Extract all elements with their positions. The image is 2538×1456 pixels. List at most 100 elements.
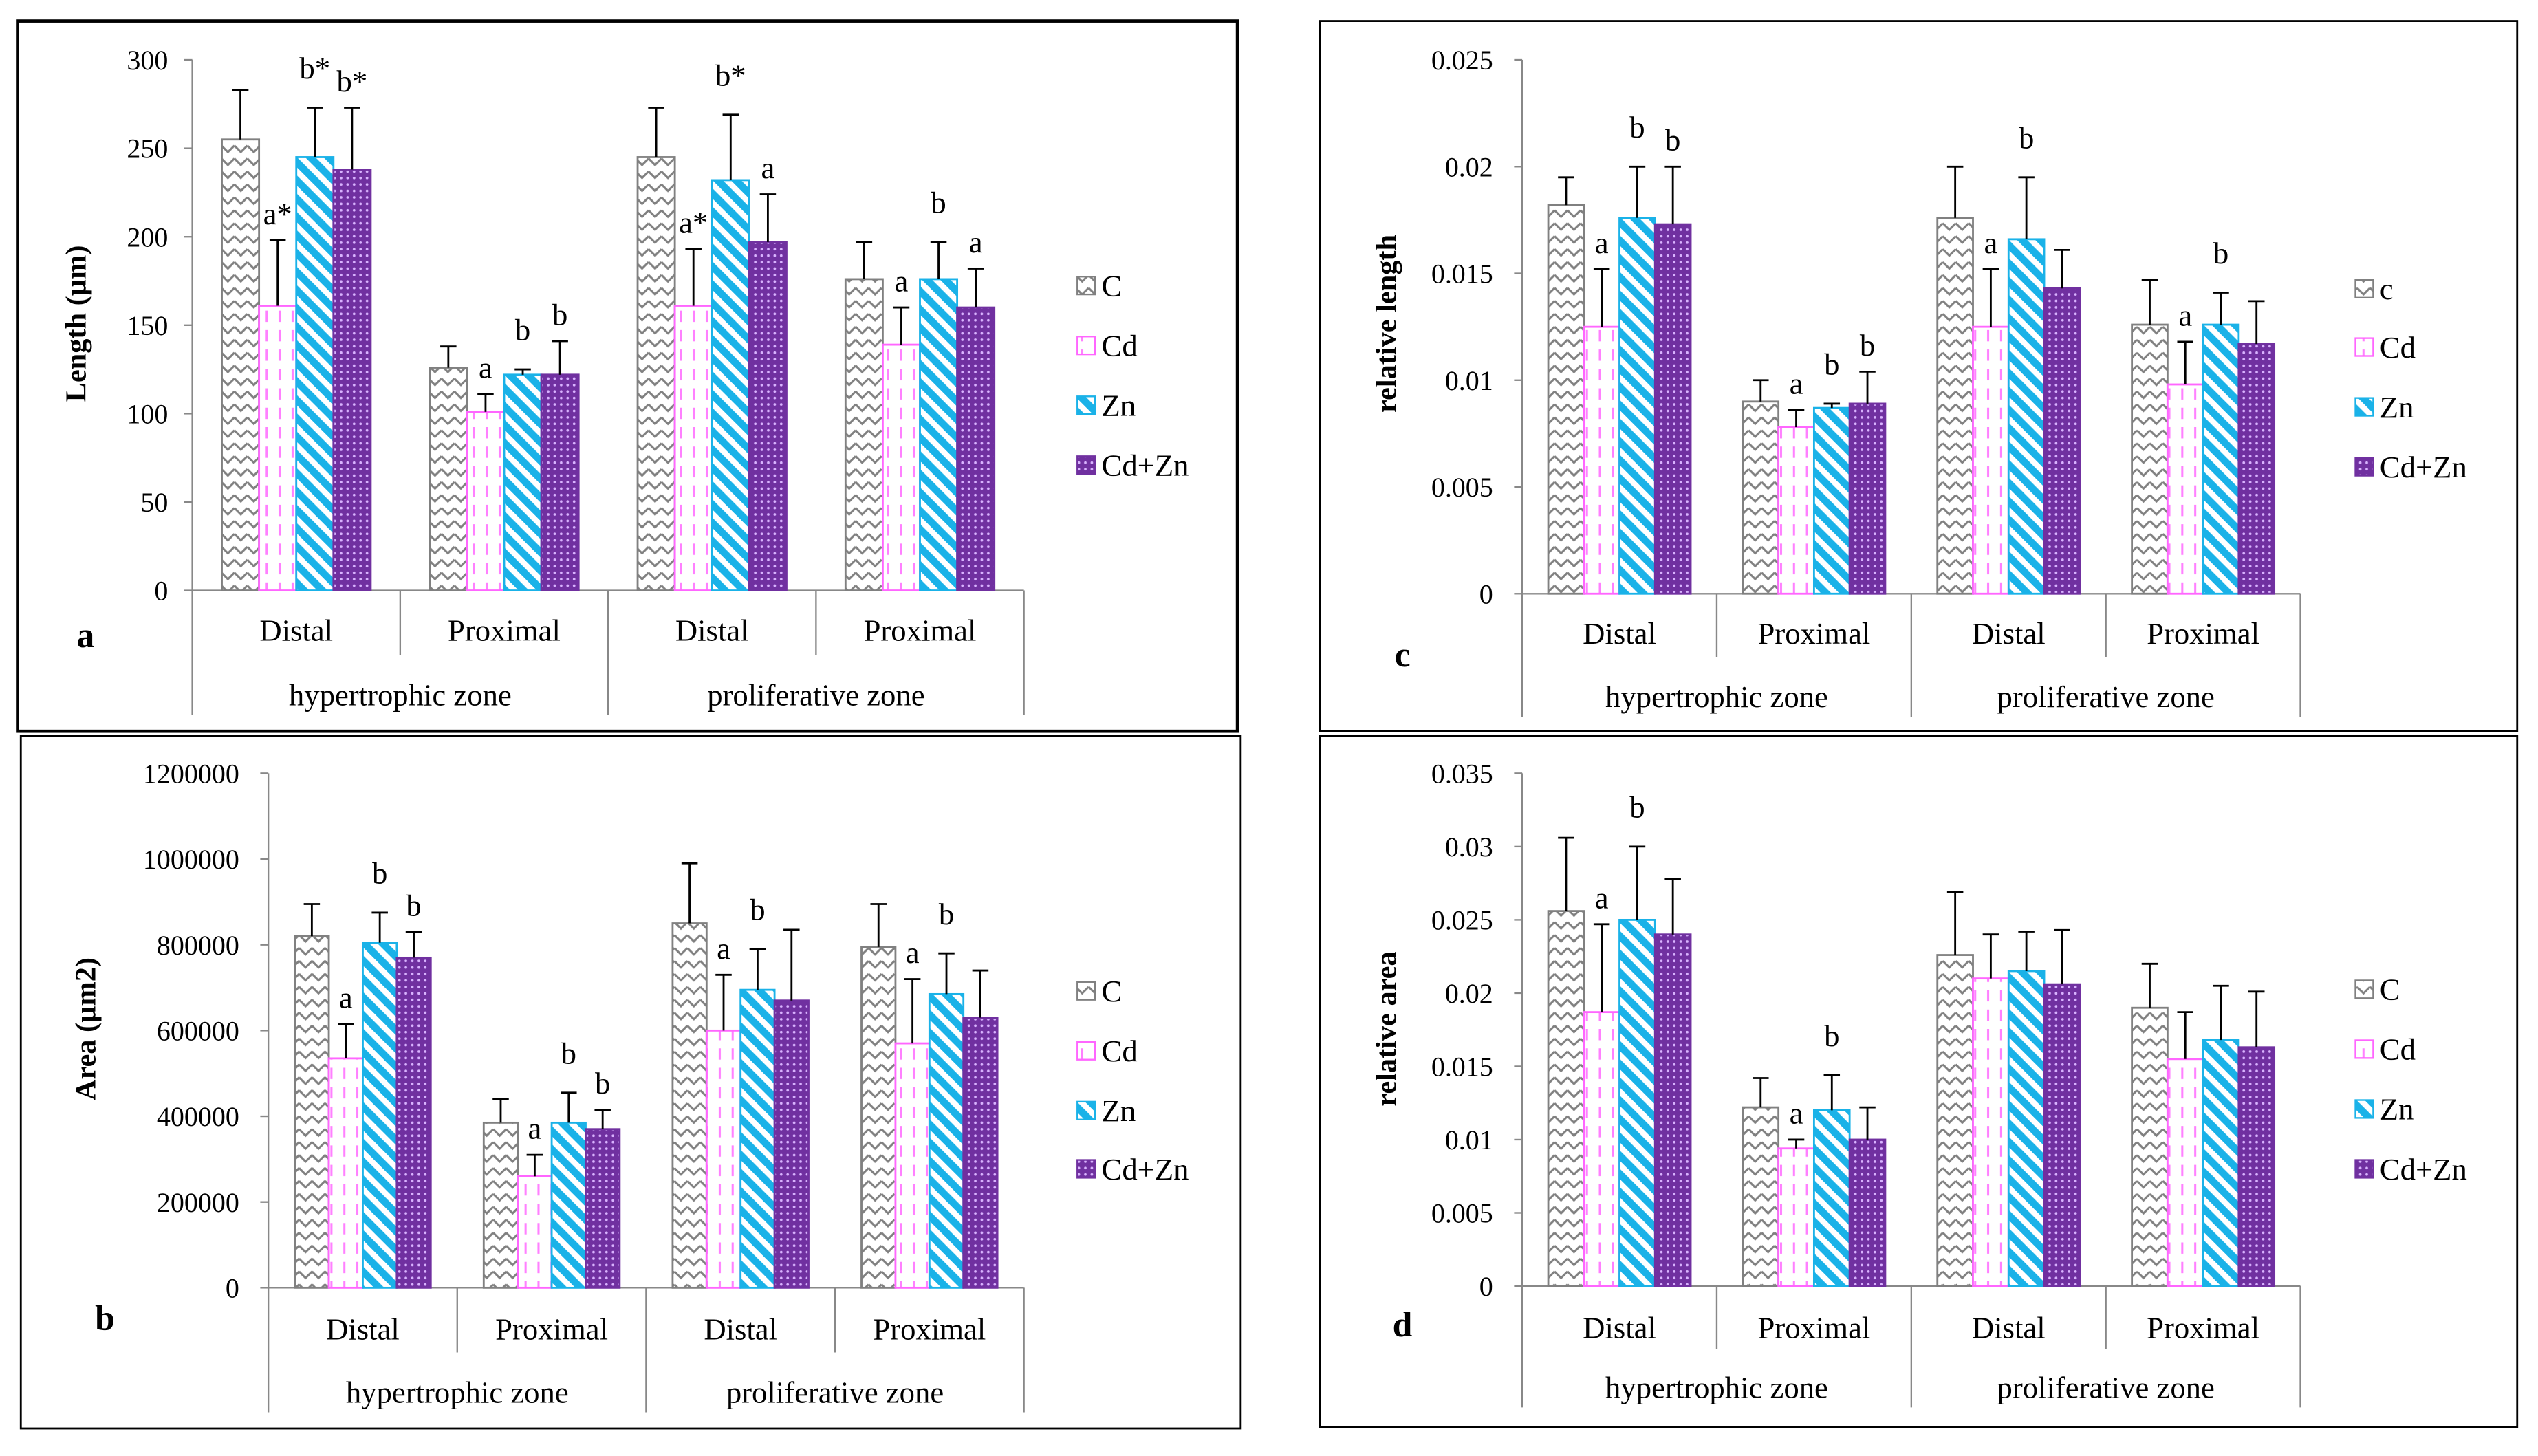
legend-label: C bbox=[2380, 973, 2400, 1007]
bar-cd-2 bbox=[705, 1029, 742, 1289]
legend-label: Cd bbox=[1102, 328, 1138, 362]
bar-cd+zn-2 bbox=[773, 999, 810, 1289]
significance-label: a bbox=[969, 225, 983, 259]
significance-label: a bbox=[479, 351, 492, 385]
bar-c-2 bbox=[1936, 217, 1974, 595]
bar-c-3 bbox=[844, 278, 884, 591]
bar-cd-1 bbox=[466, 411, 506, 591]
legend-swatch-0 bbox=[2354, 979, 2374, 999]
y-axis-label: relative area bbox=[1371, 951, 1403, 1106]
bar-cd+zn-0 bbox=[1653, 223, 1692, 595]
y-tick-label: 0 bbox=[1479, 578, 1493, 609]
category-label: Proximal bbox=[448, 613, 561, 647]
bar-c-2 bbox=[1936, 954, 1974, 1287]
bar-cd-3 bbox=[2166, 383, 2204, 595]
y-tick-label: 0.015 bbox=[1431, 1052, 1493, 1083]
bar-c-1 bbox=[482, 1121, 519, 1289]
bar-zn-2 bbox=[711, 179, 750, 591]
panel-label: d bbox=[1393, 1305, 1413, 1345]
bar-cd-2 bbox=[673, 305, 713, 591]
y-tick-label: 150 bbox=[127, 310, 168, 341]
bar-zn-2 bbox=[2007, 238, 2046, 595]
legend-label: Cd bbox=[2380, 330, 2416, 365]
bar-c-2 bbox=[636, 156, 676, 591]
category-label: Distal bbox=[1583, 1310, 1656, 1345]
panel-label: b bbox=[95, 1299, 115, 1338]
y-tick-label: 0 bbox=[226, 1272, 239, 1303]
y-tick-label: 0.02 bbox=[1445, 151, 1493, 182]
y-tick-label: 1200000 bbox=[143, 758, 239, 789]
bar-cd+zn-1 bbox=[585, 1128, 621, 1289]
zone-label: proliferative zone bbox=[726, 1375, 944, 1409]
legend-swatch-1 bbox=[2354, 337, 2374, 357]
zone-label: hypertrophic zone bbox=[289, 678, 512, 713]
y-tick-label: 0.025 bbox=[1431, 905, 1493, 936]
panel-border bbox=[19, 735, 1242, 1430]
legend-swatch-3 bbox=[2354, 1159, 2374, 1179]
bar-zn-1 bbox=[1812, 406, 1851, 595]
zone-label: hypertrophic zone bbox=[346, 1375, 569, 1409]
significance-label: b bbox=[561, 1036, 576, 1070]
significance-label: b bbox=[406, 888, 421, 922]
chart-panel-c: 0 0.005 0.01 0.015 0.02 0.025 relative length c… bbox=[1319, 20, 2519, 732]
bar-cd+zn-1 bbox=[1848, 402, 1887, 595]
significance-label: a bbox=[906, 935, 920, 970]
panel-border bbox=[1319, 735, 2519, 1428]
bar-cd+zn-2 bbox=[748, 241, 788, 591]
legend-swatch-1 bbox=[1076, 1041, 1096, 1061]
legend-swatch-1 bbox=[1076, 336, 1096, 356]
bar-cd+zn-3 bbox=[956, 306, 996, 591]
bar-c-3 bbox=[2131, 323, 2169, 595]
significance-label: a bbox=[761, 151, 774, 185]
y-tick-label: 0.035 bbox=[1431, 758, 1493, 789]
significance-label: a bbox=[1595, 880, 1609, 915]
bar-cd-1 bbox=[517, 1175, 553, 1289]
significance-label: a bbox=[1595, 226, 1609, 260]
y-tick-label: 100 bbox=[127, 398, 168, 429]
y-axis-label: relative length bbox=[1371, 235, 1403, 413]
legend-label: Cd+Zn bbox=[2380, 1152, 2467, 1186]
significance-label: a bbox=[1790, 367, 1803, 401]
bar-zn-1 bbox=[550, 1121, 587, 1289]
bar-zn-3 bbox=[2202, 1039, 2240, 1287]
category-label: Proximal bbox=[1757, 616, 1870, 651]
category-label: Distal bbox=[259, 613, 333, 647]
significance-label: b bbox=[515, 313, 530, 347]
bar-cd+zn-1 bbox=[1848, 1138, 1887, 1287]
bar-c-1 bbox=[1742, 400, 1780, 595]
legend-swatch-1 bbox=[2354, 1039, 2374, 1059]
significance-label: a* bbox=[263, 197, 292, 231]
category-label: Proximal bbox=[864, 613, 977, 647]
bar-c-3 bbox=[860, 946, 897, 1289]
bar-cd-1 bbox=[1777, 1147, 1815, 1287]
bar-zn-2 bbox=[739, 988, 776, 1289]
legend-swatch-0 bbox=[1076, 981, 1096, 1001]
category-label: Proximal bbox=[1757, 1310, 1870, 1345]
legend-swatch-0 bbox=[2354, 279, 2374, 298]
y-tick-label: 0.025 bbox=[1431, 45, 1493, 76]
category-label: Distal bbox=[675, 613, 749, 647]
significance-label: a bbox=[528, 1111, 541, 1146]
bar-c-3 bbox=[2131, 1006, 2169, 1287]
significance-label: b bbox=[750, 893, 765, 927]
legend-label: C bbox=[1102, 268, 1122, 303]
bar-cd+zn-3 bbox=[2237, 343, 2276, 595]
bar-c-1 bbox=[1742, 1106, 1780, 1287]
legend-swatch-0 bbox=[1076, 276, 1096, 296]
y-axis-label: Area (µm2) bbox=[69, 957, 102, 1100]
legend-swatch-2 bbox=[2354, 1099, 2374, 1119]
significance-label: a bbox=[1790, 1096, 1803, 1130]
y-tick-label: 300 bbox=[127, 45, 168, 76]
bar-c-0 bbox=[1547, 910, 1585, 1287]
bar-cd-3 bbox=[2166, 1058, 2204, 1287]
category-label: Distal bbox=[1972, 1310, 2046, 1345]
legend-label: Zn bbox=[1102, 389, 1136, 423]
bar-zn-0 bbox=[295, 156, 335, 591]
significance-label: b bbox=[372, 856, 387, 891]
bar-zn-0 bbox=[362, 942, 398, 1289]
y-axis-label: Length (µm) bbox=[60, 246, 92, 402]
y-tick-label: 0.01 bbox=[1445, 1124, 1493, 1155]
bar-zn-3 bbox=[928, 992, 965, 1289]
bar-zn-3 bbox=[2202, 323, 2240, 595]
panel-border bbox=[16, 19, 1239, 733]
